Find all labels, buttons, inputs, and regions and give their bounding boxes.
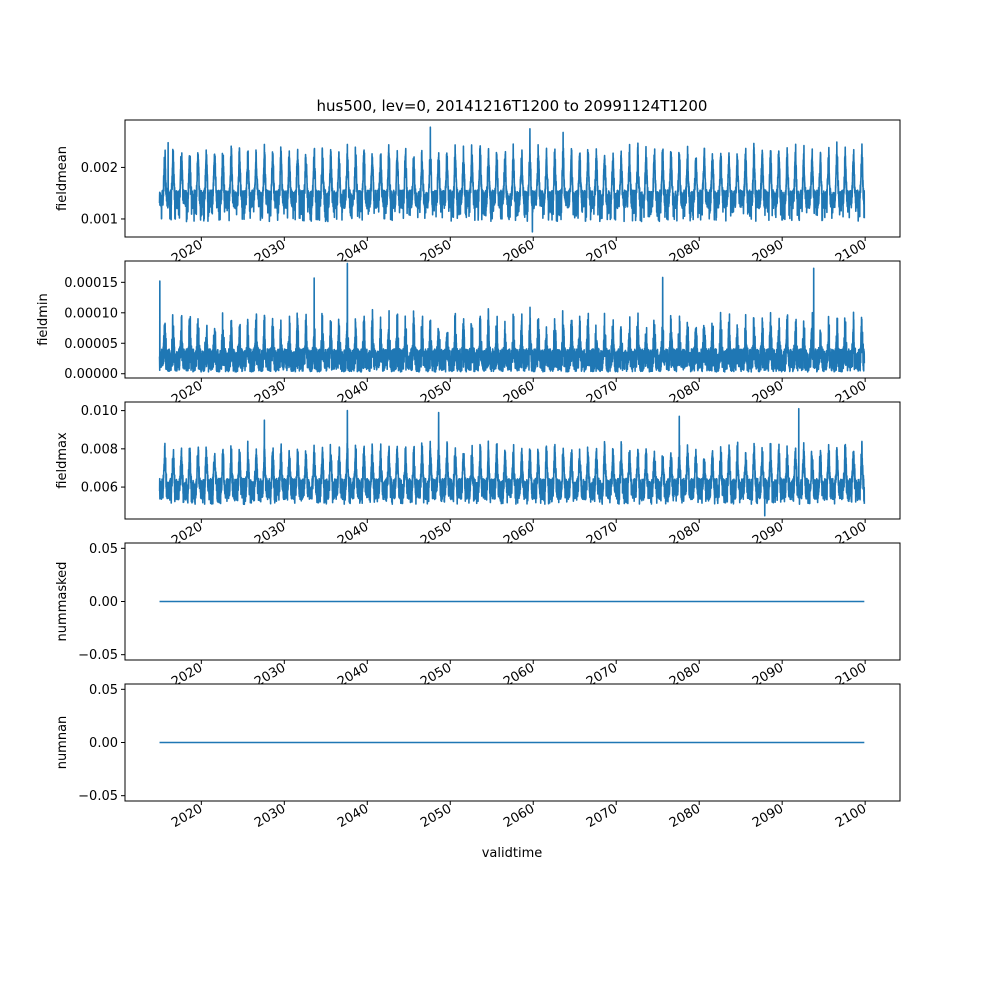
y-axis-label: nummasked <box>55 562 70 642</box>
y-tick-label: 0.00 <box>89 595 118 610</box>
series-line-fieldmin <box>158 262 866 373</box>
subplot-fieldmin: 0.000000.000050.000100.00015fieldmin2020… <box>36 260 901 408</box>
x-tick-label: 2030 <box>252 801 288 831</box>
x-tick-label: 2060 <box>501 801 537 831</box>
y-axis-label: fieldmin <box>36 293 51 346</box>
axes-frame <box>124 119 901 238</box>
axes-frame <box>124 401 901 520</box>
y-tick-label: 0.00010 <box>64 306 118 321</box>
series-line-fieldmean <box>158 126 866 233</box>
y-tick-label: 0.006 <box>81 481 118 496</box>
x-tick-label: 2090 <box>750 801 786 831</box>
y-axis-label: numnan <box>55 716 70 770</box>
y-tick-label: 0.002 <box>81 161 118 176</box>
x-tick-label: 2100 <box>833 801 869 831</box>
y-tick-label: −0.05 <box>78 789 118 804</box>
y-axis-label: fieldmax <box>55 432 70 489</box>
y-tick-label: 0.05 <box>89 683 118 698</box>
y-tick-label: −0.05 <box>78 648 118 663</box>
x-tick-label: 2070 <box>584 801 620 831</box>
y-axis-label: fieldmean <box>55 146 70 211</box>
y-tick-label: 0.00015 <box>64 276 118 291</box>
y-tick-label: 0.00 <box>89 736 118 751</box>
x-tick-label: 2020 <box>169 801 205 831</box>
x-axis-label: validtime <box>482 846 543 861</box>
y-tick-label: 0.00000 <box>64 367 118 382</box>
series-line-fieldmax <box>158 407 866 517</box>
x-tick-label: 2080 <box>667 801 703 831</box>
y-tick-label: 0.001 <box>81 212 118 227</box>
y-tick-label: 0.05 <box>89 542 118 557</box>
y-tick-label: 0.00005 <box>64 337 118 352</box>
x-tick-label: 2040 <box>335 801 371 831</box>
axes-frame <box>124 260 901 379</box>
y-tick-label: 0.010 <box>81 404 118 419</box>
y-tick-label: 0.008 <box>81 442 118 457</box>
subplot-numnan: −0.05 0.00 0.05 numnan 2020 2030 2040 2050 2060 2… <box>55 683 901 831</box>
chart-title: hus500, lev=0, 20141216T1200 to 20991124… <box>317 97 708 115</box>
x-tick-label: 2050 <box>418 801 454 831</box>
